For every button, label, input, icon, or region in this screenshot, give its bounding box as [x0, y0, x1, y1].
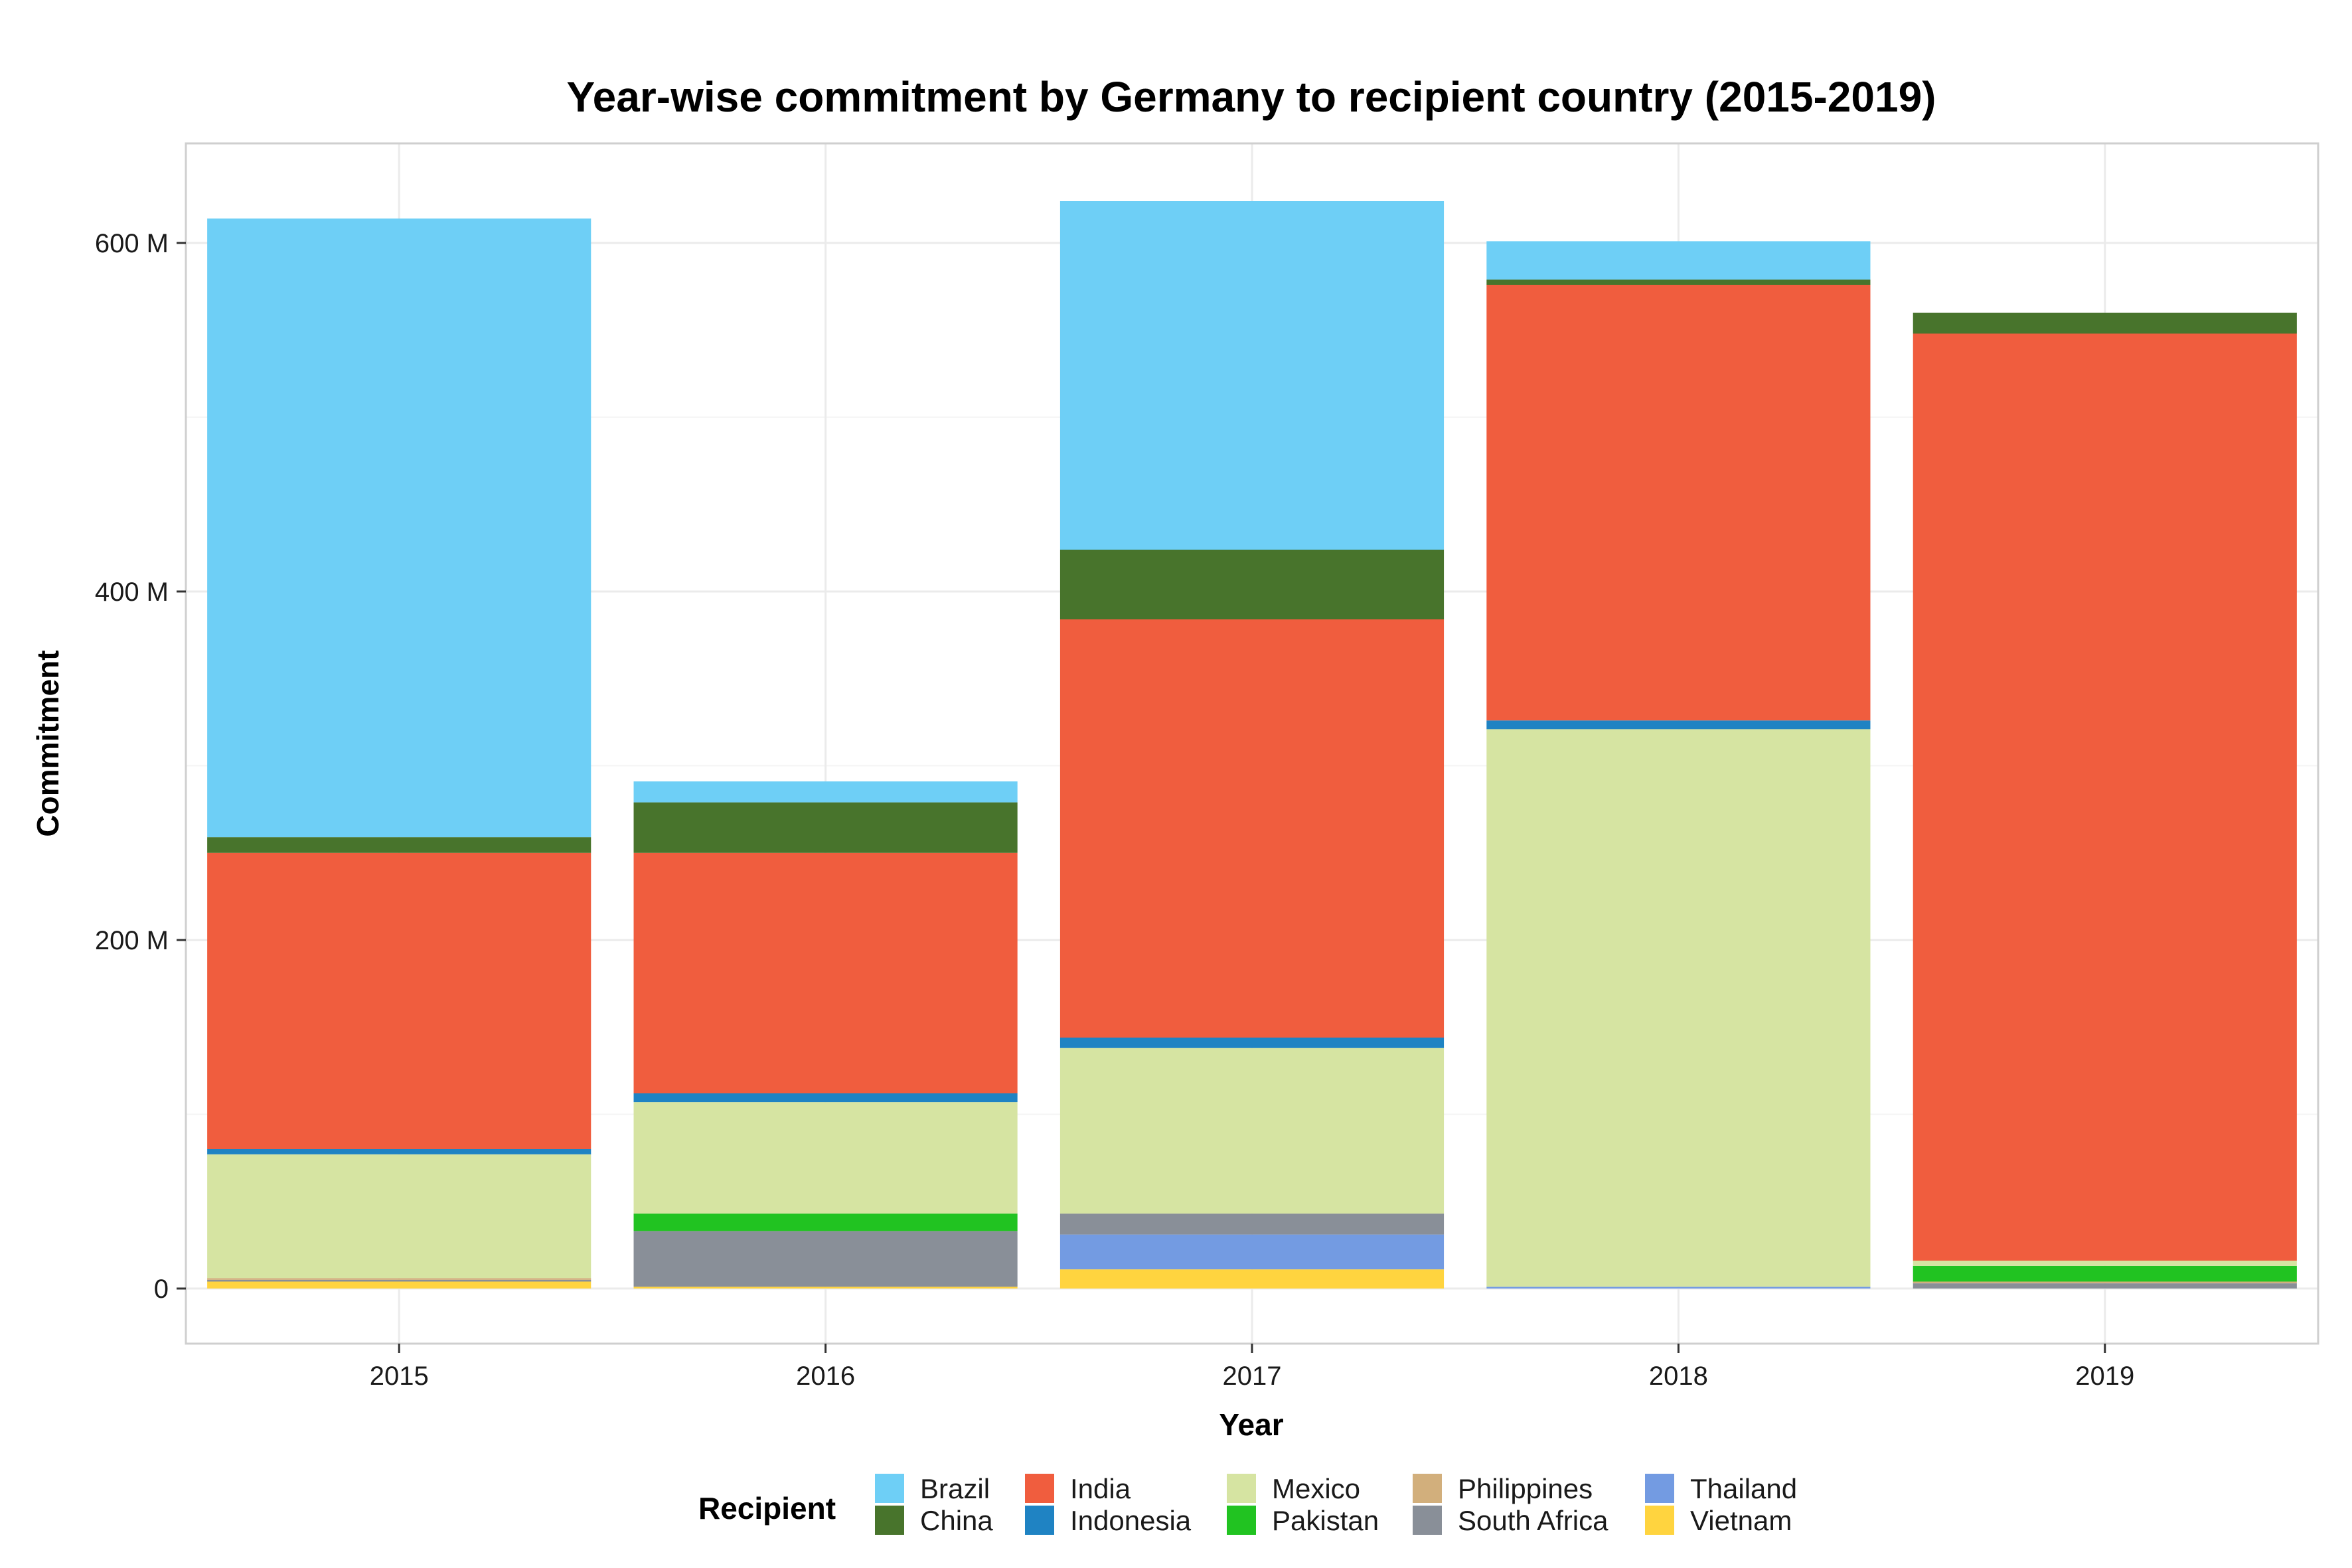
bar-segment-indonesia-2016 — [633, 1093, 1018, 1103]
legend-key-brazil — [875, 1474, 904, 1503]
bar-segment-china-2019 — [1913, 313, 2297, 334]
bar-segment-india-2016 — [633, 852, 1018, 1093]
legend-key-china — [875, 1506, 904, 1535]
bar-segment-vietnam-2015 — [207, 1281, 591, 1289]
bar-segment-south-africa-2015 — [207, 1279, 591, 1282]
legend-label: China — [920, 1505, 993, 1536]
x-tick-label: 2018 — [1649, 1362, 1708, 1391]
bar-segment-brazil-2016 — [633, 781, 1018, 803]
legend-label: Indonesia — [1070, 1505, 1192, 1536]
bar-segment-philippines-2019 — [1913, 1281, 2297, 1284]
legend-key-mexico — [1227, 1474, 1256, 1503]
legend-key-thailand — [1645, 1474, 1674, 1503]
x-tick-label: 2016 — [796, 1362, 855, 1391]
bar-segment-thailand-2018 — [1486, 1287, 1871, 1289]
bar-segment-china-2016 — [633, 802, 1018, 853]
bar-segment-mexico-2016 — [633, 1102, 1018, 1214]
bar-segment-india-2017 — [1059, 619, 1445, 1038]
legend-label: South Africa — [1458, 1505, 1608, 1536]
bar-segment-vietnam-2016 — [633, 1287, 1018, 1289]
y-axis-title: Commitment — [31, 650, 65, 836]
bar-segment-indonesia-2017 — [1059, 1038, 1445, 1048]
bar-segment-india-2018 — [1486, 285, 1871, 721]
bar-segment-mexico-2015 — [207, 1154, 591, 1279]
bar-segment-india-2019 — [1913, 333, 2297, 1261]
x-tick-label: 2017 — [1223, 1362, 1282, 1391]
bar-segment-indonesia-2015 — [207, 1149, 591, 1154]
legend-label: Mexico — [1272, 1473, 1360, 1504]
x-tick-label: 2019 — [2075, 1362, 2134, 1391]
legend-label: Pakistan — [1272, 1505, 1379, 1536]
legend-label: India — [1070, 1473, 1131, 1504]
y-tick-label: 200 M — [95, 926, 169, 955]
bar-segment-pakistan-2016 — [633, 1214, 1018, 1231]
bar-segment-indonesia-2018 — [1486, 720, 1871, 730]
legend-key-india — [1025, 1474, 1054, 1503]
bar-segment-philippines-2015 — [207, 1278, 591, 1280]
bar-segment-china-2017 — [1059, 550, 1445, 619]
legend-key-vietnam — [1645, 1506, 1674, 1535]
bar-segment-brazil-2015 — [207, 218, 591, 838]
legend-label: Thailand — [1690, 1473, 1797, 1504]
bar-segment-brazil-2017 — [1059, 201, 1445, 550]
legend-title: Recipient — [698, 1491, 836, 1526]
bar-segment-vietnam-2017 — [1059, 1269, 1445, 1289]
legend-label: Philippines — [1458, 1473, 1593, 1504]
axes: 0 200 M 400 M 600 M 2015 2016 2017 2018 2019 — [95, 229, 2134, 1391]
y-tick-label: 0 — [154, 1275, 169, 1304]
bar-segment-china-2015 — [207, 837, 591, 853]
bar-segment-brazil-2018 — [1486, 241, 1871, 280]
x-axis-title: Year — [1219, 1407, 1283, 1442]
bar-segment-pakistan-2019 — [1913, 1265, 2297, 1282]
bar-segment-china-2018 — [1486, 279, 1871, 285]
legend-key-indonesia — [1025, 1506, 1054, 1535]
bars — [207, 201, 2297, 1289]
bar-segment-south-africa-2017 — [1059, 1214, 1445, 1235]
legend-key-south-africa — [1413, 1506, 1442, 1535]
bar-segment-thailand-2017 — [1059, 1234, 1445, 1270]
bar-segment-mexico-2019 — [1913, 1261, 2297, 1266]
legend-label: Vietnam — [1690, 1505, 1792, 1536]
bar-segment-mexico-2018 — [1486, 729, 1871, 1287]
legend-key-pakistan — [1227, 1506, 1256, 1535]
legend-key-philippines — [1413, 1474, 1442, 1503]
y-tick-label: 600 M — [95, 229, 169, 258]
legend-label: Brazil — [920, 1473, 990, 1504]
y-tick-label: 400 M — [95, 578, 169, 607]
chart-title: Year-wise commitment by Germany to recip… — [567, 73, 1936, 121]
bar-segment-india-2015 — [207, 852, 591, 1149]
bar-segment-south-africa-2019 — [1913, 1283, 2297, 1289]
bar-segment-south-africa-2016 — [633, 1231, 1018, 1287]
x-tick-label: 2015 — [370, 1362, 429, 1391]
bar-segment-mexico-2017 — [1059, 1048, 1445, 1214]
